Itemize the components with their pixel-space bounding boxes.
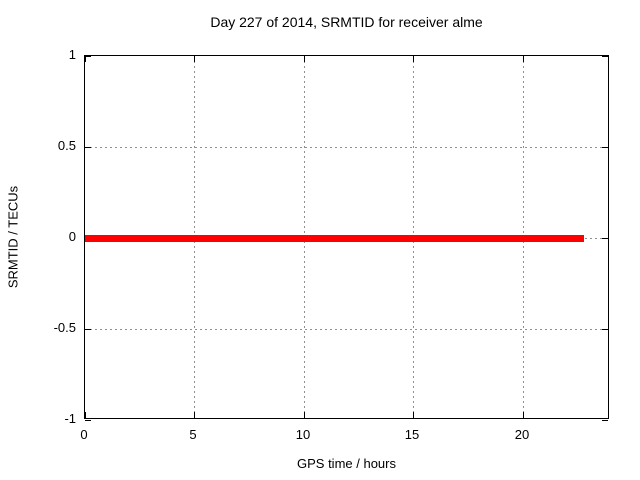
x-tick-mark-bottom xyxy=(85,412,86,418)
y-tick-mark-right xyxy=(602,147,608,148)
y-tick-mark-right xyxy=(602,420,608,421)
y-tick-label: -1 xyxy=(64,411,76,426)
x-tick-label: 5 xyxy=(189,427,197,442)
y-tick-mark-left xyxy=(85,420,91,421)
x-tick-mark-top xyxy=(304,56,305,62)
x-tick-mark-bottom xyxy=(523,412,524,418)
x-axis-label: GPS time / hours xyxy=(297,456,396,471)
y-tick-mark-left xyxy=(85,147,91,148)
grid-line-horizontal xyxy=(85,329,608,330)
x-tick-mark-top xyxy=(523,56,524,62)
x-tick-label: 0 xyxy=(80,427,88,442)
plot-area xyxy=(84,55,609,421)
x-tick-mark-bottom xyxy=(194,412,195,418)
y-tick-mark-right xyxy=(602,329,608,330)
y-tick-label: 1 xyxy=(68,47,76,62)
y-tick-label: 0.5 xyxy=(57,138,76,153)
grid-line-horizontal xyxy=(85,147,608,148)
x-tick-mark-bottom xyxy=(413,412,414,418)
x-tick-label: 10 xyxy=(295,427,311,442)
y-tick-label: 0 xyxy=(68,229,76,244)
x-tick-mark-top xyxy=(85,56,86,62)
x-tick-mark-bottom xyxy=(304,412,305,418)
x-tick-label: 15 xyxy=(404,427,420,442)
y-tick-label: -0.5 xyxy=(53,320,76,335)
x-tick-mark-top xyxy=(194,56,195,62)
y-tick-mark-left xyxy=(85,56,91,57)
chart-title: Day 227 of 2014, SRMTID for receiver alm… xyxy=(210,14,483,30)
x-tick-mark-top xyxy=(413,56,414,62)
y-tick-mark-right xyxy=(602,56,608,57)
data-series-line xyxy=(85,235,584,242)
y-tick-mark-left xyxy=(85,329,91,330)
x-tick-label: 20 xyxy=(514,427,530,442)
y-tick-mark-right xyxy=(602,238,608,239)
